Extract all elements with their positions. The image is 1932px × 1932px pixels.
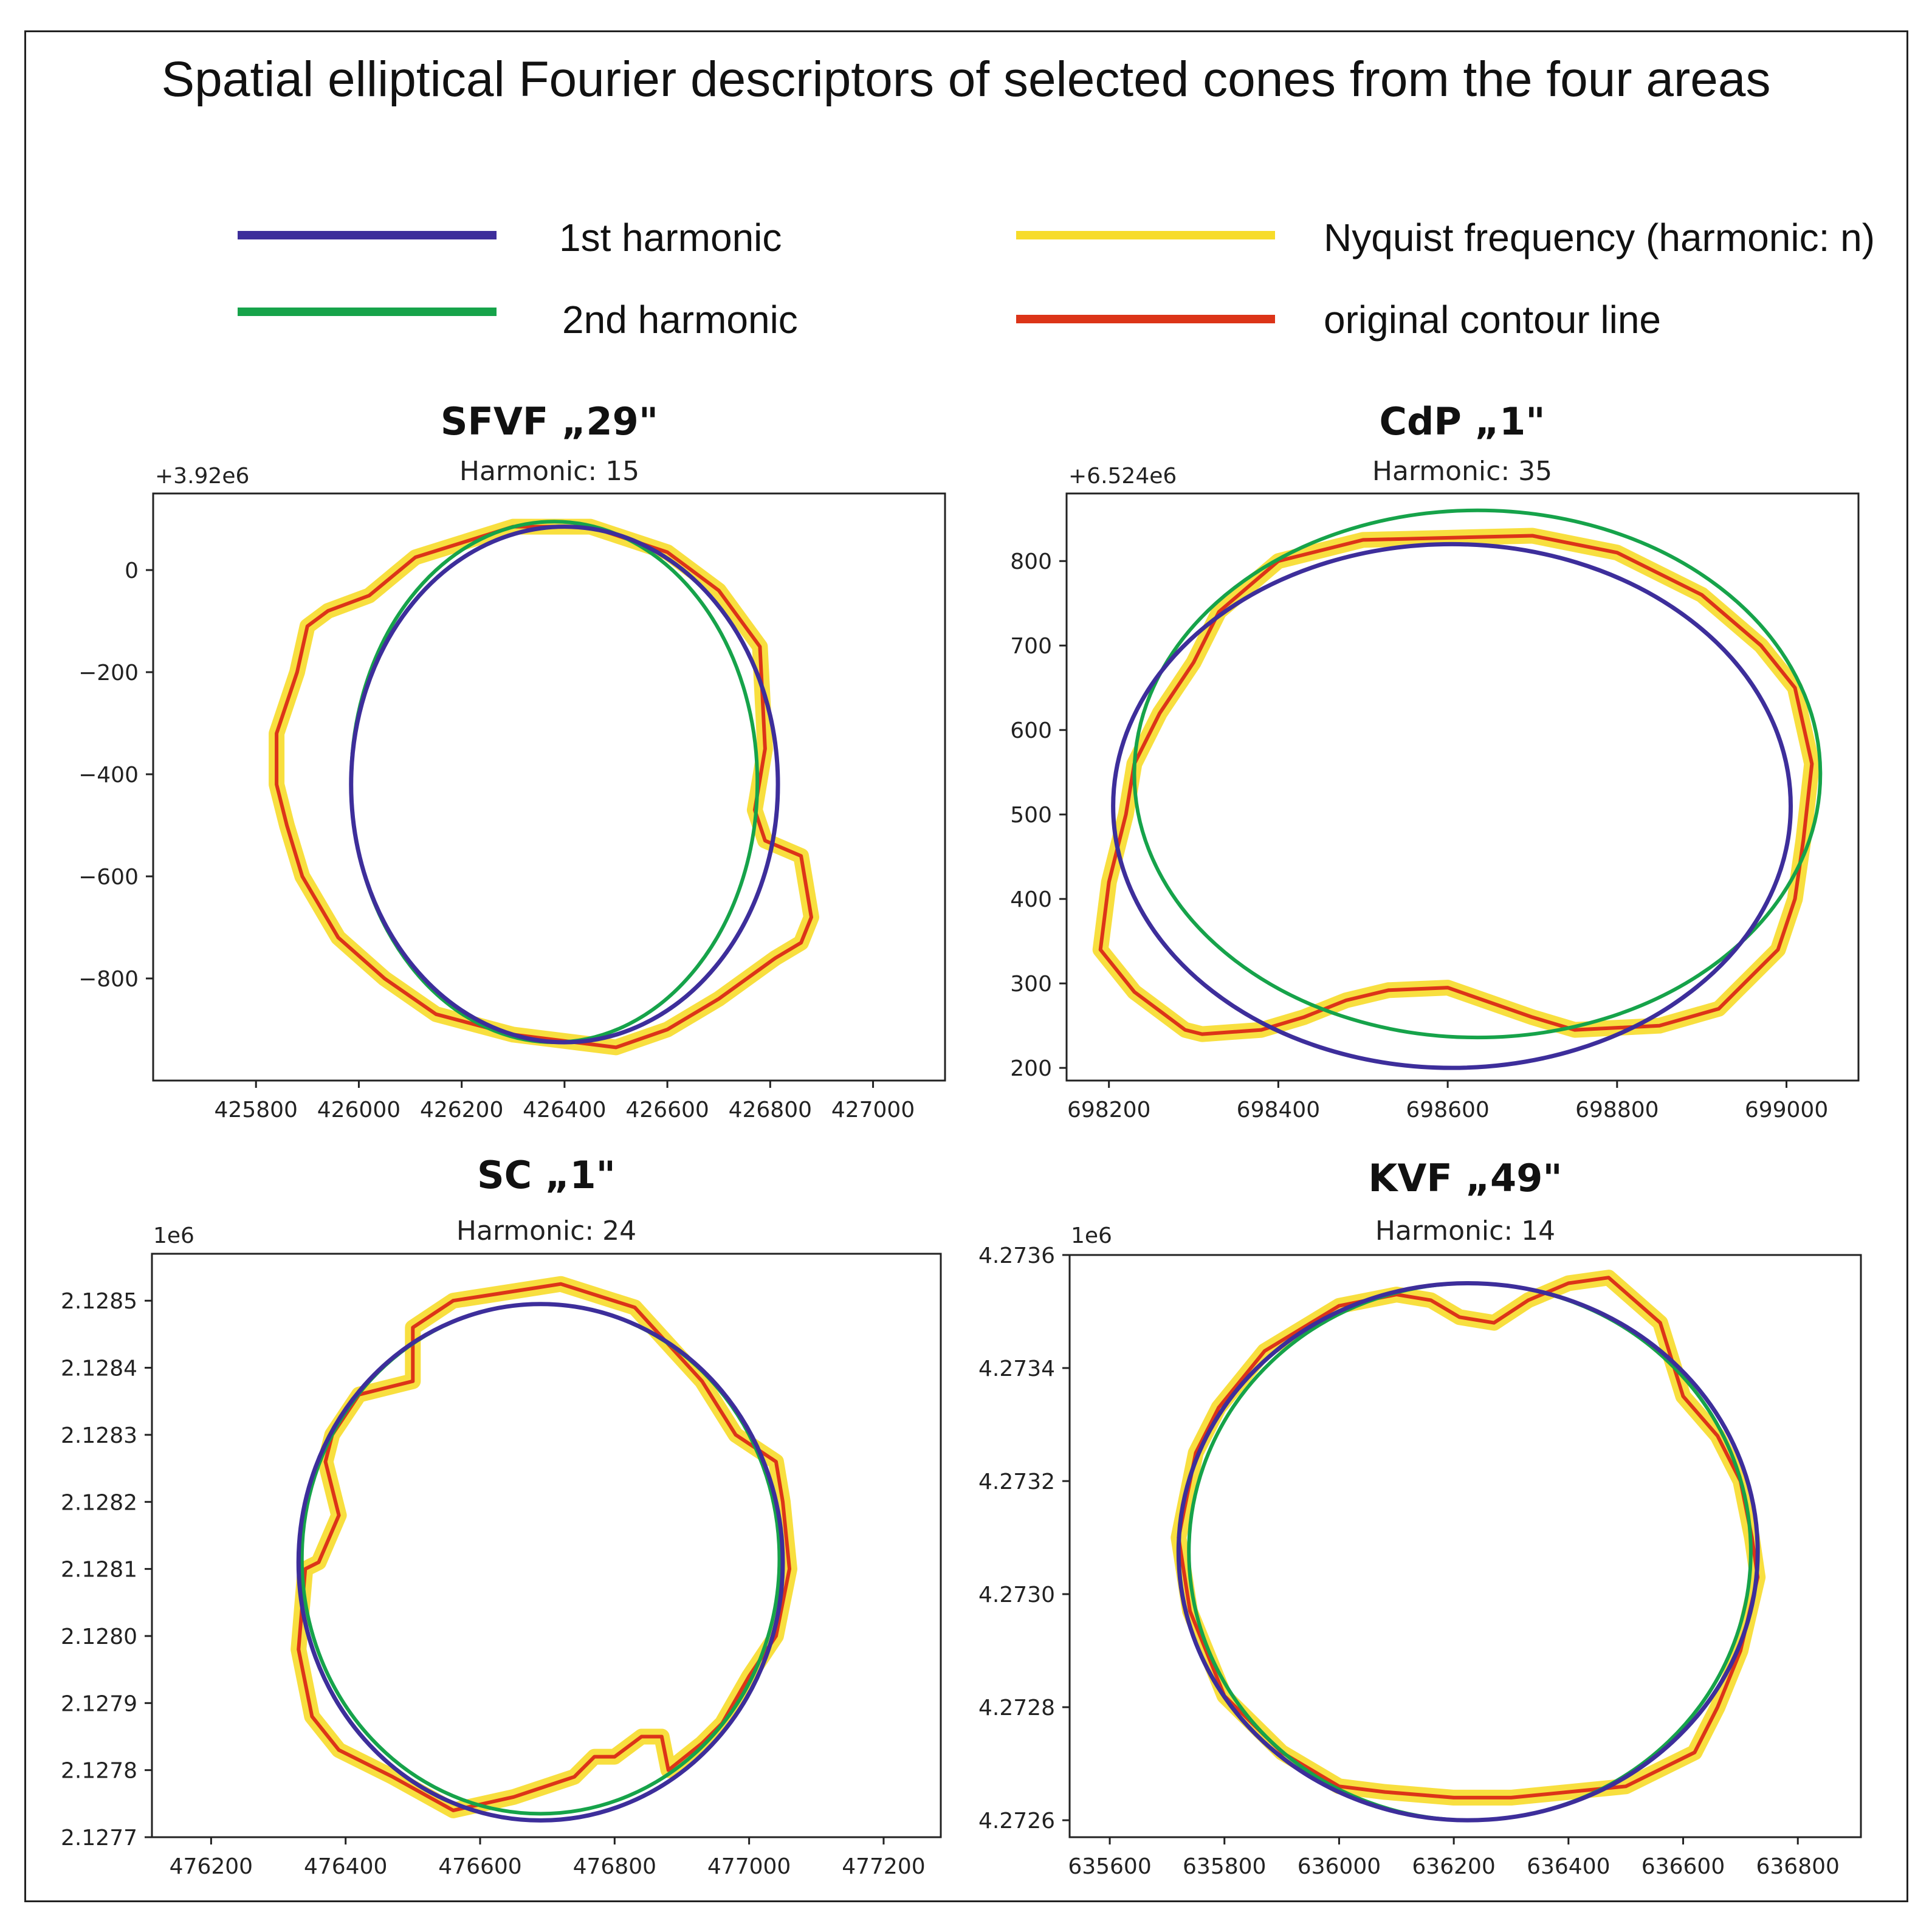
legend-line-1st-harmonic — [238, 231, 497, 239]
y-tick-label: 4.2736 — [978, 1243, 1055, 1268]
original-contour-line — [297, 1282, 791, 1812]
plot-area — [269, 518, 819, 1056]
y-tick-label: −400 — [78, 763, 139, 788]
plot-area — [290, 1276, 797, 1823]
y-tick-label: 2.1285 — [61, 1289, 137, 1314]
chart-subtitle: Harmonic: 24 — [456, 1215, 636, 1246]
x-tick-label: 636400 — [1527, 1854, 1610, 1879]
y-tick-label: 4.2734 — [978, 1356, 1055, 1381]
original-contour-line — [1098, 534, 1814, 1036]
x-tick-label: 636800 — [1756, 1854, 1839, 1879]
y-tick-label: 800 — [1010, 549, 1052, 574]
y-tick-label: −600 — [78, 865, 139, 890]
x-tick-label: 426600 — [625, 1098, 709, 1122]
y-tick-label: 300 — [1010, 972, 1052, 997]
legend-label-2nd-harmonic: 2nd harmonic — [562, 298, 798, 342]
chart-title: SC „1" — [477, 1153, 616, 1197]
y-tick-label: 200 — [1010, 1056, 1052, 1081]
y-tick-label: 400 — [1010, 887, 1052, 912]
chart-title: KVF „49" — [1368, 1156, 1562, 1200]
plot-area — [1171, 1270, 1766, 1823]
x-tick-label: 426800 — [729, 1098, 812, 1122]
y-tick-label: −800 — [78, 967, 139, 992]
chart-2: CdP „1" Harmonic: 35 +6.524e6 698200 698400 6… — [1010, 399, 1860, 1122]
x-tick-label: 635800 — [1183, 1854, 1266, 1879]
y-tick-label: 0 — [125, 559, 139, 583]
plot-frame — [1065, 492, 1860, 1082]
x-tick-label: 427000 — [831, 1098, 915, 1122]
legend-line-nyquist — [1016, 231, 1275, 239]
chart-title: SFVF „29" — [441, 399, 658, 444]
x-tick-label: 426200 — [420, 1098, 503, 1122]
y-tick-label: 2.1284 — [61, 1356, 137, 1381]
chart-4: KVF „49" Harmonic: 14 1e6 635600 635800 63600… — [978, 1156, 1862, 1879]
y-tick-label: 2.1283 — [61, 1423, 137, 1448]
plot-area — [1092, 508, 1823, 1070]
axis-offset-label: +3.92e6 — [155, 464, 249, 489]
plot-frame — [1068, 1254, 1862, 1838]
first-harmonic-ellipse — [1176, 1281, 1760, 1823]
chart-title: CdP „1" — [1379, 399, 1545, 444]
x-tick-label: 635600 — [1068, 1854, 1151, 1879]
x-tick-label: 477000 — [707, 1854, 791, 1879]
y-tick-label: 4.2730 — [978, 1583, 1055, 1607]
x-tick-label: 699000 — [1745, 1098, 1828, 1122]
y-tick-label: 500 — [1010, 803, 1052, 828]
x-tick-label: 476800 — [573, 1854, 656, 1879]
y-tick-label: 600 — [1010, 718, 1052, 743]
y-tick-label: 2.1278 — [61, 1759, 137, 1784]
y-tick-label: 4.2726 — [978, 1809, 1055, 1834]
first-harmonic-ellipse — [1111, 541, 1793, 1070]
plot-frame — [151, 1253, 942, 1838]
y-tick-label: 700 — [1010, 634, 1052, 659]
x-tick-label: 698800 — [1575, 1098, 1659, 1122]
first-harmonic-ellipse — [296, 1302, 785, 1823]
y-tick-label: 4.2728 — [978, 1696, 1055, 1721]
chart-subtitle: Harmonic: 15 — [459, 456, 639, 487]
legend-label-nyquist: Nyquist frequency (harmonic: n) — [1324, 216, 1875, 260]
chart-3: SC „1" Harmonic: 24 1e6 476200 476400 476600 4… — [61, 1153, 942, 1879]
legend-label-1st-harmonic: 1st harmonic — [559, 216, 782, 260]
x-tick-label: 477200 — [842, 1854, 925, 1879]
x-tick-label: 476600 — [438, 1854, 521, 1879]
axis-offset-label: +6.524e6 — [1068, 464, 1177, 489]
axis-offset-label: 1e6 — [1071, 1223, 1112, 1248]
legend-line-2nd-harmonic — [238, 308, 497, 316]
x-tick-label: 698600 — [1406, 1098, 1489, 1122]
x-tick-label: 698200 — [1067, 1098, 1150, 1122]
y-tick-label: 4.2732 — [978, 1470, 1055, 1494]
first-harmonic-ellipse — [349, 524, 780, 1045]
y-tick-label: 2.1279 — [61, 1691, 137, 1716]
legend-label-original-contour: original contour line — [1324, 298, 1661, 342]
axis-offset-label: 1e6 — [153, 1223, 194, 1248]
chart-1: SFVF „29" Harmonic: 15 +3.92e6 425800 426000… — [78, 399, 946, 1122]
plot-frame — [152, 492, 946, 1082]
chart-subtitle: Harmonic: 14 — [1375, 1215, 1555, 1246]
y-tick-label: −200 — [78, 661, 139, 686]
original-contour-line — [275, 524, 813, 1050]
second-harmonic-ellipse — [1132, 508, 1823, 1040]
x-tick-label: 426400 — [523, 1098, 606, 1122]
page-title: Spatial elliptical Fourier descriptors o… — [161, 52, 1771, 107]
y-tick-label: 2.1280 — [61, 1624, 137, 1649]
y-tick-label: 2.1277 — [61, 1826, 137, 1851]
x-tick-label: 476400 — [304, 1854, 387, 1879]
x-tick-label: 636000 — [1298, 1854, 1381, 1879]
x-tick-label: 698400 — [1237, 1098, 1320, 1122]
y-tick-label: 2.1282 — [61, 1490, 137, 1515]
figure-frame — [24, 30, 1908, 1902]
chart-subtitle: Harmonic: 35 — [1372, 456, 1552, 487]
y-tick-label: 2.1281 — [61, 1558, 137, 1583]
x-tick-label: 636200 — [1412, 1854, 1495, 1879]
x-tick-label: 425800 — [215, 1098, 298, 1122]
x-tick-label: 476200 — [170, 1854, 253, 1879]
x-tick-label: 426000 — [317, 1098, 400, 1122]
legend-line-original-contour — [1016, 315, 1275, 323]
x-tick-label: 636600 — [1642, 1854, 1725, 1879]
